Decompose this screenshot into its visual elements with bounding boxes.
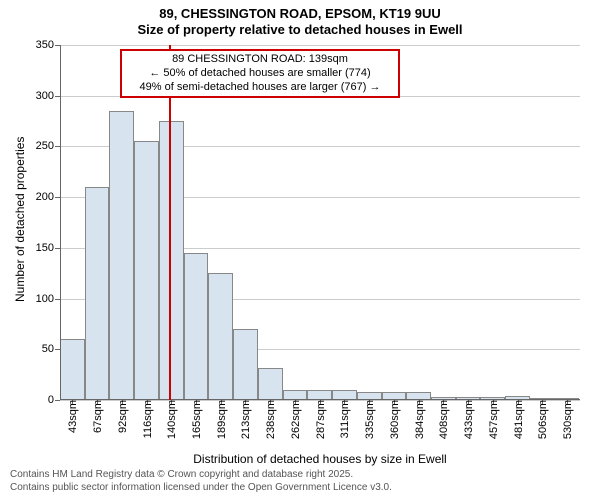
- title-line-2: Size of property relative to detached ho…: [0, 22, 600, 38]
- x-tick-label: 43sqm: [65, 400, 79, 433]
- y-tick-label: 200: [36, 191, 60, 203]
- x-tick-label: 360sqm: [387, 400, 401, 439]
- y-tick-label: 150: [36, 242, 60, 254]
- x-tick-label: 165sqm: [189, 400, 203, 439]
- x-tick-label: 238sqm: [263, 400, 277, 439]
- x-axis-title: Distribution of detached houses by size …: [60, 452, 580, 466]
- chart-title: 89, CHESSINGTON ROAD, EPSOM, KT19 9UU Si…: [0, 0, 600, 39]
- histogram-bar: [208, 273, 233, 400]
- y-tick-label: 300: [36, 90, 60, 102]
- histogram-chart: 89, CHESSINGTON ROAD, EPSOM, KT19 9UU Si…: [0, 0, 600, 500]
- x-tick-label: 408sqm: [436, 400, 450, 439]
- histogram-bar: [109, 111, 134, 400]
- histogram-bar: [60, 339, 85, 400]
- x-tick-label: 287sqm: [313, 400, 327, 439]
- x-tick-label: 530sqm: [560, 400, 574, 439]
- plot-area: 05010015020025030035043sqm67sqm92sqm116s…: [60, 45, 580, 400]
- histogram-bar: [85, 187, 110, 400]
- annotation-line-3: 49% of semi-detached houses are larger (…: [128, 81, 392, 95]
- histogram-bar: [134, 141, 159, 400]
- footer-line-1: Contains HM Land Registry data © Crown c…: [10, 469, 392, 482]
- x-tick-label: 481sqm: [511, 400, 525, 439]
- y-tick-label: 250: [36, 140, 60, 152]
- y-tick-label: 100: [36, 293, 60, 305]
- histogram-bar: [258, 368, 283, 400]
- property-marker-line: [169, 45, 171, 400]
- x-tick-label: 457sqm: [486, 400, 500, 439]
- y-tick-label: 50: [42, 343, 60, 355]
- x-tick-label: 116sqm: [140, 400, 154, 438]
- gridline: [60, 45, 580, 46]
- histogram-bar: [184, 253, 209, 400]
- footer-line-2: Contains public sector information licen…: [10, 482, 392, 495]
- y-axis-title: Number of detached properties: [13, 142, 27, 302]
- x-tick-label: 92sqm: [115, 400, 129, 433]
- y-tick-label: 350: [36, 39, 60, 51]
- x-axis-line: [60, 399, 580, 400]
- x-tick-label: 262sqm: [288, 400, 302, 439]
- y-tick-label: 0: [48, 394, 60, 406]
- annotation-box: 89 CHESSINGTON ROAD: 139sqm← 50% of deta…: [120, 49, 400, 98]
- x-tick-label: 67sqm: [90, 400, 104, 433]
- x-tick-label: 140sqm: [164, 400, 178, 439]
- x-tick-label: 384sqm: [412, 400, 426, 439]
- x-tick-label: 213sqm: [238, 400, 252, 439]
- title-line-1: 89, CHESSINGTON ROAD, EPSOM, KT19 9UU: [0, 6, 600, 22]
- annotation-line-2: ← 50% of detached houses are smaller (77…: [128, 67, 392, 81]
- y-axis-line: [60, 45, 61, 400]
- footer-attribution: Contains HM Land Registry data © Crown c…: [10, 469, 392, 494]
- x-tick-label: 335sqm: [362, 400, 376, 439]
- x-tick-label: 433sqm: [461, 400, 475, 439]
- annotation-line-1: 89 CHESSINGTON ROAD: 139sqm: [128, 53, 392, 67]
- x-tick-label: 311sqm: [337, 400, 351, 438]
- histogram-bar: [233, 329, 258, 400]
- x-tick-label: 189sqm: [214, 400, 228, 439]
- x-tick-label: 506sqm: [535, 400, 549, 439]
